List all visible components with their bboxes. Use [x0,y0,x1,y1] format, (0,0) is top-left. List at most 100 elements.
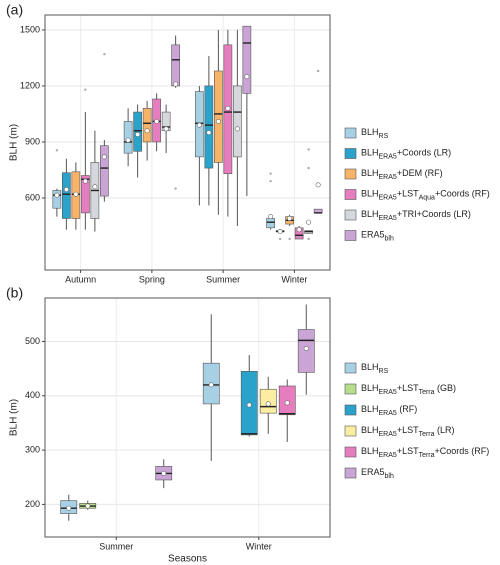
y-axis-title: BLH (m) [9,124,20,161]
legend-label: BLHERA5+LSTTerra (LR) [361,425,455,437]
y-tick-label: 1500 [20,24,40,34]
legend-label-part: Terra [419,431,435,438]
mean [208,382,214,388]
y-tick-label: 1200 [20,80,40,90]
mean [225,105,231,111]
legend-swatch [344,383,357,395]
legend-label-part: BLH [361,209,379,219]
box [123,121,133,154]
mean [82,178,88,184]
box [233,85,242,158]
legend-label-part: BLH [361,189,379,199]
legend-label-part: ERA5 [361,467,385,477]
legend-label: BLHERA5+LSTTerra (GB) [361,383,456,395]
legend-label-part: +LST [397,425,419,435]
mean [92,184,98,190]
legend-swatch [344,404,357,416]
legend-swatch [344,168,357,180]
legend-swatch [344,467,357,479]
legend-label-part: +DEM (RF) [397,168,443,178]
mean [277,229,283,235]
legend-label-part: ERA5 [361,230,385,240]
mean [287,215,293,221]
y-tick-label: 500 [25,336,40,346]
legend-label-part: (GB) [435,383,457,393]
legend-label: BLHERA5+TRI+Coords (LR) [361,209,471,221]
legend-label-part: +Coords (RF) [435,189,490,199]
mean [296,227,302,233]
plot-frame [44,297,331,538]
legend-label: BLHERA5+LSTTerra+Coords (RF) [361,446,489,458]
mean [303,346,309,352]
legend-label-part: RS [379,368,389,375]
mean [144,128,150,134]
x-tick-label: Spring [139,274,165,284]
legend-label-part: BLH [361,383,379,393]
legend-label-part: ERA5 [379,431,397,438]
x-tick-label: Summer [99,541,133,551]
legend-label-part: +Coords (RF) [435,446,490,456]
legend-label: BLHRS [361,362,389,374]
legend-swatch [344,189,357,200]
legend-label: BLHRS [361,127,389,139]
legend-label-part: (RF) [397,404,418,414]
outlier [307,148,310,151]
box [133,111,142,152]
legend-label-part: +LST [397,189,419,199]
legend-label-part: ERA5 [379,215,397,222]
legend-label-part: blh [385,235,394,242]
mean [315,182,321,188]
x-axis-title: Seasons [168,554,207,565]
box [62,172,71,219]
x-tick-label: Summer [206,274,240,284]
legend-label-part: +LST [397,383,419,393]
outlier [55,149,59,152]
legend-label-part: ERA5 [379,389,397,396]
legend-label-part: +TRI+Coords (LR) [397,209,471,219]
y-tick-label: 200 [25,499,40,509]
legend-swatch [344,148,357,159]
legend-label-part: Aqua [419,194,435,201]
y-tick-label: 900 [25,136,40,146]
legend-label: BLHERA5+LSTAqua+Coords (RF) [361,189,490,201]
outlier [297,235,301,239]
box [100,145,109,197]
y-axis-title: BLH (m) [9,399,20,436]
legend-swatch [344,209,357,221]
legend-label-part: ERA5 [379,410,397,417]
legend-label-part: +LST [397,446,419,456]
mean [66,505,72,511]
outlier [307,166,310,170]
mean [125,137,131,143]
x-tick-label: Winter [281,274,307,284]
legend-label-part: ERA5 [379,153,397,160]
outlier [307,237,310,241]
mean [73,191,79,197]
legend-label-part: Terra [419,452,435,459]
legend-label-part: BLH [361,168,379,178]
outlier [84,88,87,91]
legend-label-part: ERA5 [379,194,397,201]
legend-swatch [344,425,357,437]
mean [135,131,141,137]
panel-label: (b) [6,285,23,301]
legend-label-part: blh [385,473,394,480]
mean [161,470,167,476]
mean [101,154,107,160]
outlier [278,237,282,241]
mean [306,219,312,225]
y-tick-label: 300 [25,444,40,454]
mean [234,126,240,132]
mean [284,400,290,406]
legend-label-part: ERA5 [379,174,397,181]
mean [215,118,221,124]
plot-frame [44,14,331,271]
legend-label-part: Terra [419,389,435,396]
mean [173,81,179,87]
legend-label-part: BLH [361,425,379,435]
legend-swatch [344,362,357,374]
y-tick-label: 400 [25,390,40,400]
box [242,25,252,94]
legend-label: BLHERA5+Coords (LR) [361,148,451,160]
